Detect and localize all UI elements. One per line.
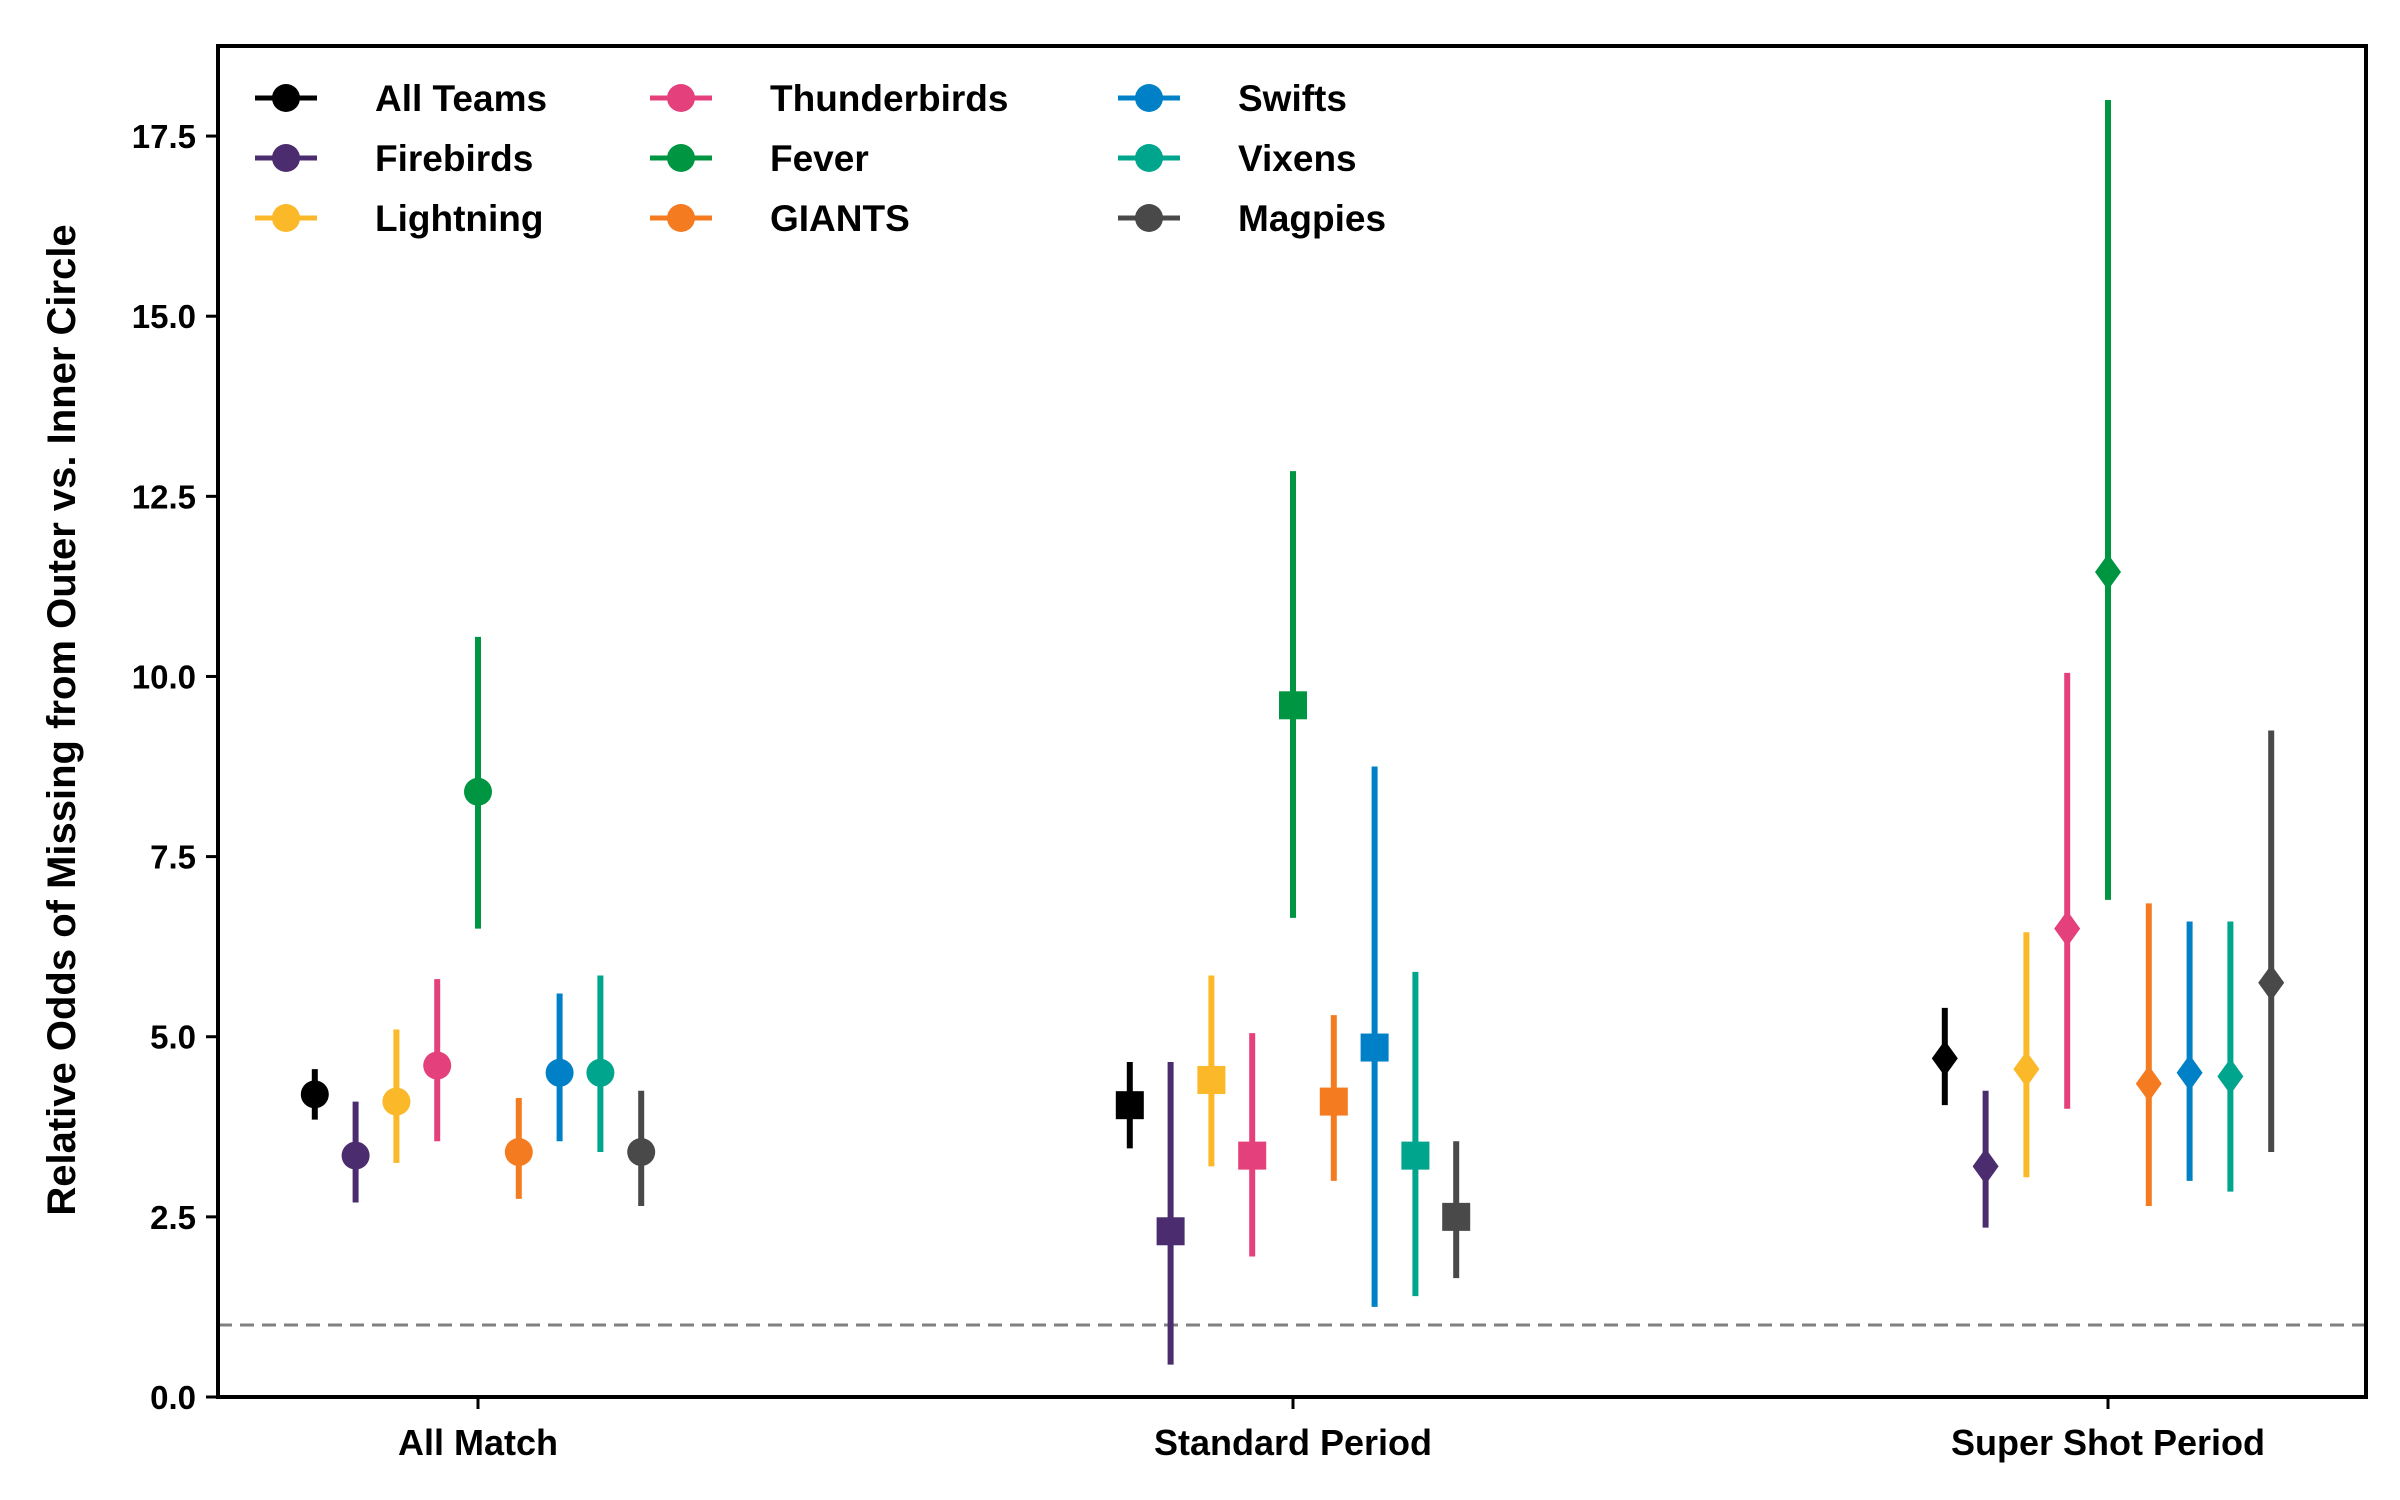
y-axis-label: Relative Odds of Missing from Outer vs. … (40, 224, 84, 1215)
y-tick-label: 12.5 (132, 478, 196, 515)
plot-marks (300, 100, 2285, 1365)
data-point (1360, 1033, 1389, 1062)
data-point (586, 1058, 615, 1087)
data-point (2258, 964, 2285, 1001)
y-tick-label: 10.0 (132, 658, 196, 695)
x-axis: All Match Standard Period Super Shot Perio… (398, 1397, 2265, 1463)
data-point (2135, 1065, 2162, 1102)
legend-label: Firebirds (375, 138, 533, 179)
data-point (1319, 1087, 1348, 1116)
data-point (1238, 1141, 1267, 1170)
y-tick-label: 2.5 (150, 1199, 196, 1236)
data-point (341, 1141, 370, 1170)
data-point (2095, 553, 2121, 590)
legend-label: GIANTS (770, 198, 910, 239)
y-tick-label: 15.0 (132, 298, 196, 335)
legend: All Teams Firebirds Lightning Thunderbirds F… (255, 78, 1386, 239)
legend-label: Lightning (375, 198, 544, 239)
data-point (627, 1138, 656, 1167)
legend-label: Fever (770, 138, 869, 179)
data-point (1115, 1091, 1144, 1120)
legend-marker (667, 84, 695, 112)
data-point (2013, 1051, 2040, 1088)
legend-marker (1135, 84, 1163, 112)
data-point (1279, 691, 1307, 720)
legend-marker (272, 84, 300, 112)
legend-label: Magpies (1238, 198, 1386, 239)
plot-area-frame (216, 44, 2368, 1399)
data-point (2217, 1058, 2244, 1095)
data-point (1197, 1065, 1226, 1094)
data-point (464, 777, 492, 806)
x-tick-label: All Match (398, 1422, 558, 1463)
legend-marker (272, 204, 300, 232)
legend-label: Vixens (1238, 138, 1357, 179)
data-point (1401, 1141, 1430, 1170)
legend-marker (667, 204, 695, 232)
legend-marker (1135, 204, 1163, 232)
y-tick-label: 7.5 (150, 839, 196, 876)
data-point (545, 1058, 574, 1087)
legend-marker (667, 144, 695, 172)
data-point (300, 1080, 329, 1109)
data-point (1931, 1040, 1958, 1077)
legend-marker (1135, 144, 1163, 172)
legend-marker (272, 144, 300, 172)
legend-label: Thunderbirds (770, 78, 1008, 119)
y-tick-label: 5.0 (150, 1019, 196, 1056)
x-tick-label: Super Shot Period (1951, 1422, 2265, 1463)
y-tick-label: 0.0 (150, 1379, 196, 1416)
legend-label: All Teams (375, 78, 547, 119)
data-point (2054, 910, 2081, 947)
data-point (504, 1138, 533, 1167)
x-tick-label: Standard Period (1154, 1422, 1432, 1463)
data-point (2176, 1054, 2203, 1091)
data-point (1156, 1217, 1185, 1246)
data-point (1972, 1148, 1999, 1185)
data-point (1442, 1202, 1471, 1231)
y-axis: 0.0 2.5 5.0 7.5 10.0 12.5 15.0 17.5 (132, 118, 218, 1416)
y-tick-label: 17.5 (132, 118, 196, 155)
data-point (423, 1051, 452, 1080)
legend-label: Swifts (1238, 78, 1347, 119)
data-point (382, 1087, 411, 1116)
